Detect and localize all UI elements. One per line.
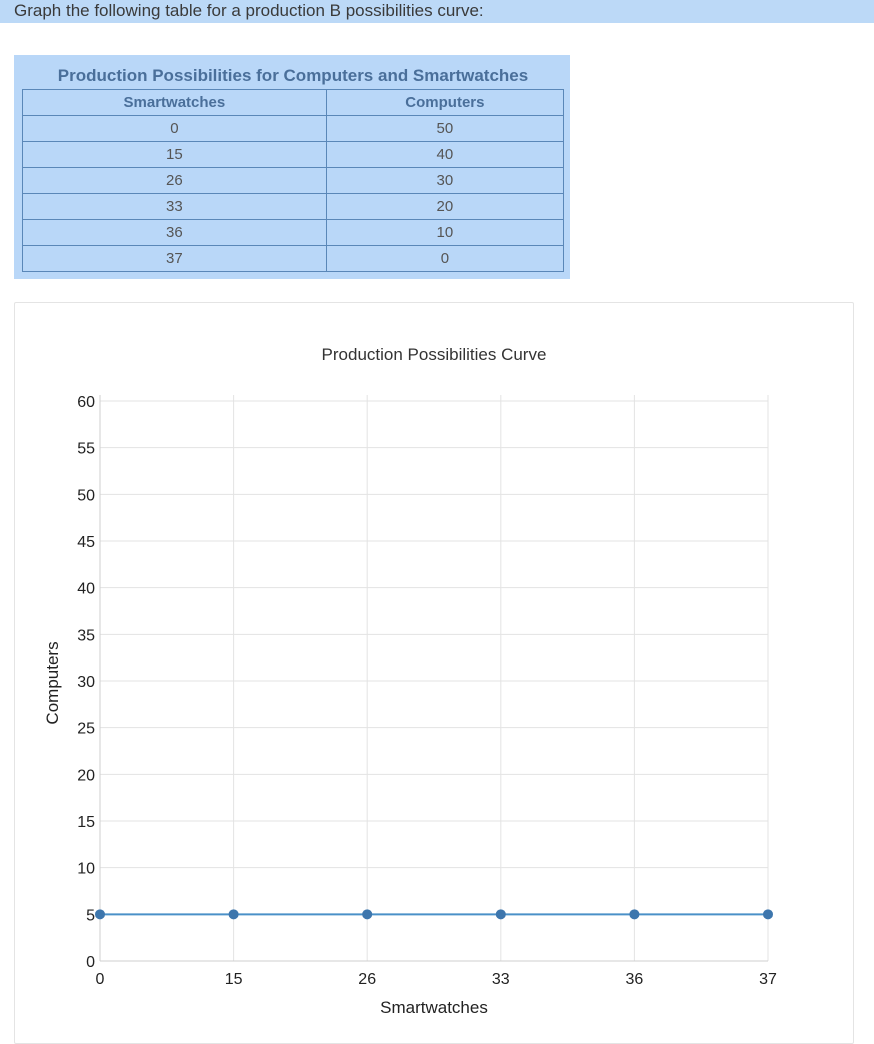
- ppc-chart[interactable]: Production Possibilities Curve 0 5 10 15 20 2…: [15, 303, 853, 1025]
- y-tick-label: 50: [77, 487, 95, 504]
- cell-smartwatches: 0: [22, 115, 327, 142]
- y-tick-label: 45: [77, 534, 95, 551]
- table-header-row: Smartwatches Computers: [22, 89, 565, 116]
- y-tick-label: 15: [77, 814, 95, 831]
- cell-smartwatches: 33: [22, 193, 327, 220]
- y-axis-ticks: 0 5 10 15 20 25 30 35 40 45 50 55 60: [77, 394, 95, 971]
- data-table-container: Production Possibilities for Computers a…: [14, 55, 570, 279]
- y-tick-label: 0: [86, 954, 95, 971]
- data-point[interactable]: [95, 909, 105, 920]
- prompt-bar: Graph the following table for a producti…: [0, 0, 874, 23]
- cell-smartwatches: 37: [22, 245, 327, 272]
- x-axis-ticks: 0 15 26 33 36 37: [96, 971, 777, 988]
- header-computers: Computers: [325, 89, 565, 116]
- cell-computers: 50: [325, 115, 565, 142]
- production-possibilities-table: Production Possibilities for Computers a…: [22, 63, 565, 272]
- table-row: 33 20: [22, 193, 565, 220]
- y-tick-label: 30: [77, 674, 95, 691]
- cell-computers: 30: [325, 167, 565, 194]
- cell-smartwatches: 36: [22, 219, 327, 246]
- cell-computers: 10: [325, 219, 565, 246]
- x-tick-label: 26: [358, 971, 376, 988]
- table-row: 0 50: [22, 115, 565, 142]
- data-point[interactable]: [362, 909, 373, 920]
- y-axis-label: Computers: [43, 641, 62, 724]
- cell-computers: 20: [325, 193, 565, 220]
- table-row: 36 10: [22, 219, 565, 246]
- y-tick-label: 10: [77, 861, 95, 878]
- data-point[interactable]: [495, 909, 506, 920]
- chart-title: Production Possibilities Curve: [322, 345, 547, 364]
- header-smartwatches: Smartwatches: [22, 89, 327, 116]
- data-point[interactable]: [228, 909, 239, 920]
- y-tick-label: 25: [77, 721, 95, 738]
- data-point[interactable]: [629, 909, 640, 920]
- y-tick-label: 40: [77, 581, 95, 598]
- series-layer[interactable]: [95, 909, 773, 920]
- table-row: 15 40: [22, 141, 565, 168]
- chart-card: Production Possibilities Curve 0 5 10 15 20 2…: [14, 302, 854, 1044]
- table-row: 37 0: [22, 245, 565, 272]
- x-tick-label: 37: [759, 971, 777, 988]
- x-tick-label: 0: [96, 971, 105, 988]
- table-row: 26 30: [22, 167, 565, 194]
- x-tick-label: 36: [626, 971, 644, 988]
- cell-computers: 40: [325, 141, 565, 168]
- cell-smartwatches: 26: [22, 167, 327, 194]
- x-tick-label: 15: [225, 971, 243, 988]
- y-tick-label: 55: [77, 441, 95, 458]
- y-tick-label: 35: [77, 627, 95, 644]
- y-tick-label: 20: [77, 767, 95, 784]
- x-axis-label: Smartwatches: [380, 998, 488, 1017]
- x-tick-label: 33: [492, 971, 510, 988]
- table-caption: Production Possibilities for Computers a…: [22, 63, 564, 90]
- cell-computers: 0: [325, 245, 565, 272]
- grid: [99, 395, 769, 962]
- y-tick-label: 60: [77, 394, 95, 411]
- cell-smartwatches: 15: [22, 141, 327, 168]
- y-tick-label: 5: [86, 907, 95, 924]
- prompt-text: Graph the following table for a producti…: [14, 1, 484, 20]
- data-point[interactable]: [763, 909, 773, 920]
